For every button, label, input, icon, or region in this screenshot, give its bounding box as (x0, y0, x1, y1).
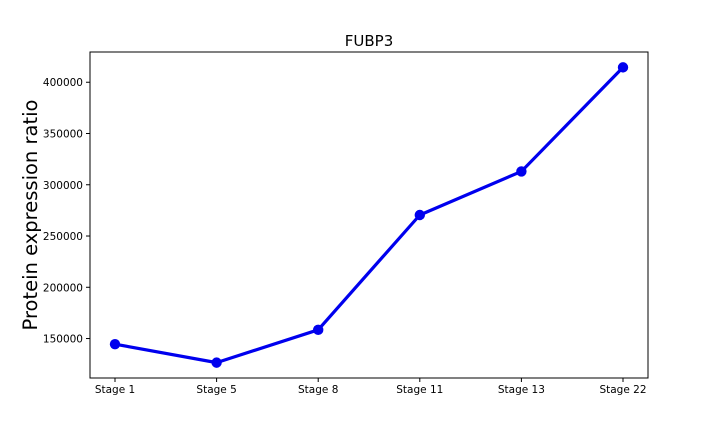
x-tick-label: Stage 1 (95, 384, 135, 396)
x-tick-label: Stage 22 (599, 384, 646, 396)
data-point (211, 357, 222, 368)
y-tick-label: 250000 (43, 231, 83, 243)
x-tick-label: Stage 8 (298, 384, 338, 396)
series-line (113, 65, 625, 365)
data-point (109, 338, 121, 350)
y-tick-label: 300000 (43, 180, 83, 192)
x-tick-label: Stage 13 (498, 384, 545, 396)
y-tick-label: 350000 (43, 129, 83, 141)
plot-area-frame (89, 51, 649, 379)
y-tick-label: 400000 (43, 77, 83, 89)
y-axis-label: Protein expression ratio (19, 100, 42, 331)
data-point (617, 62, 629, 73)
y-axis-ticks: 150000 200000 250000 300000 350000 400000 (43, 77, 90, 346)
data-point (516, 166, 527, 177)
y-tick-label: 150000 (43, 334, 83, 346)
x-axis-ticks: Stage 1 Stage 5 Stage 8 Stage 11 Stage 13 Sta… (95, 378, 647, 396)
x-tick-label: Stage 11 (396, 384, 443, 396)
data-point (414, 209, 425, 221)
series-layer (109, 62, 629, 368)
y-tick-label: 200000 (43, 282, 83, 294)
data-point (313, 324, 324, 336)
x-tick-label: Stage 5 (196, 384, 236, 396)
chart-title: FUBP3 (345, 32, 394, 50)
